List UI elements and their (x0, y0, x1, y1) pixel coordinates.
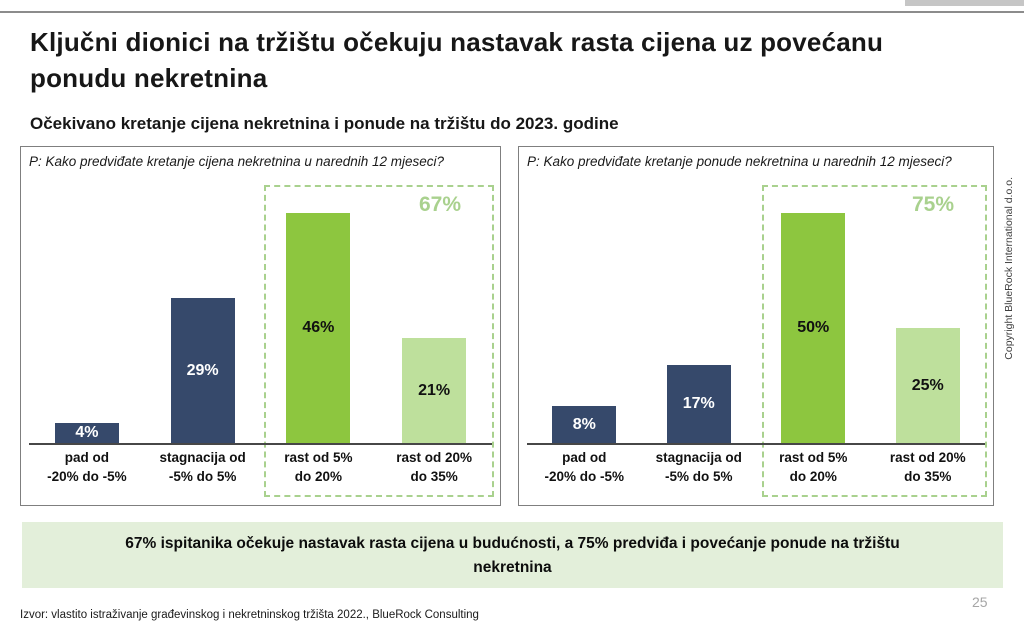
bar-value-label: 4% (75, 424, 99, 441)
copyright-text: Copyright BlueRock International d.o.o. (1003, 176, 1015, 360)
key-takeaway-text: 67% ispitanika očekuje nastavak rasta ci… (125, 535, 900, 576)
top-corner-bar (905, 0, 1024, 6)
source-note: Izvor: vlastito istraživanje građevinsko… (20, 609, 479, 621)
highlight-total-label: 75% (911, 193, 954, 216)
bar-value-label: 8% (572, 415, 596, 433)
bar-column: 8% (527, 212, 642, 443)
category-label: stagnacija od -5% do 5% (655, 450, 742, 484)
category-label: rast od 5% do 20% (779, 450, 848, 484)
page-number: 25 (972, 594, 988, 610)
bar-value-label: 50% (797, 319, 830, 336)
bar-column: 25% (871, 212, 986, 443)
category-axis-labels: pad od -20% do -5% stagnacija od -5% do 5… (527, 448, 985, 486)
chart-panel-supply: P: Kako predviđate kretanje ponude nekre… (518, 146, 994, 506)
category-label: rast od 20% do 35% (889, 450, 966, 484)
bar-25%: 25% (895, 328, 960, 443)
bar-value-label: 46% (302, 319, 335, 336)
bar-value-label: 25% (911, 376, 944, 394)
bar-50%: 50% (781, 213, 846, 443)
category-label: rast od 5% do 20% (284, 450, 353, 484)
chart-panel-prices: P: Kako predviđate kretanje cijena nekre… (20, 146, 501, 506)
bar-value-label: 29% (186, 361, 219, 379)
bar-plot: 4% 29% 46% 21% (29, 212, 492, 443)
copyright-sidebar: Copyright BlueRock International d.o.o. (999, 163, 1019, 373)
highlight-dashed-box: 75% (762, 185, 987, 497)
category-label: rast od 20% do 35% (396, 450, 473, 484)
bar-29%: 29% (170, 298, 235, 443)
category-axis-labels: pad od -20% do -5% stagnacija od -5% do 5… (29, 448, 492, 486)
x-axis-line (29, 443, 492, 445)
bar-column: 29% (145, 212, 261, 443)
bar-4%: 4% (54, 423, 119, 443)
category-label: pad od -20% do -5% (544, 450, 625, 484)
bar-column: 21% (376, 212, 492, 443)
highlight-dashed-box: 67% (264, 185, 494, 497)
page-subtitle: Očekivano kretanje cijena nekretnina i p… (30, 114, 619, 133)
bar-value-label: 17% (682, 395, 715, 412)
bar-17%: 17% (666, 365, 731, 443)
bar-value-label: 21% (418, 381, 451, 399)
chart-question: P: Kako predviđate kretanje cijena nekre… (29, 154, 445, 169)
bar-21%: 21% (402, 338, 467, 443)
bar-column: 46% (261, 212, 377, 443)
top-divider-rule (0, 11, 1024, 13)
category-label: stagnacija od -5% do 5% (159, 450, 246, 484)
key-takeaway-box: 67% ispitanika očekuje nastavak rasta ci… (22, 522, 1003, 588)
x-axis-line (527, 443, 985, 445)
bar-plot: 8% 17% 50% 25% (527, 212, 985, 443)
category-label: pad od -20% do -5% (47, 450, 127, 484)
bar-column: 50% (756, 212, 871, 443)
highlight-total-label: 67% (418, 193, 461, 216)
bar-8%: 8% (552, 406, 617, 443)
bar-column: 4% (29, 212, 145, 443)
bar-46%: 46% (286, 213, 351, 443)
page-title: Ključni dionici na tržištu očekuju nasta… (30, 27, 884, 93)
chart-question: P: Kako predviđate kretanje ponude nekre… (527, 154, 952, 169)
bar-column: 17% (642, 212, 757, 443)
